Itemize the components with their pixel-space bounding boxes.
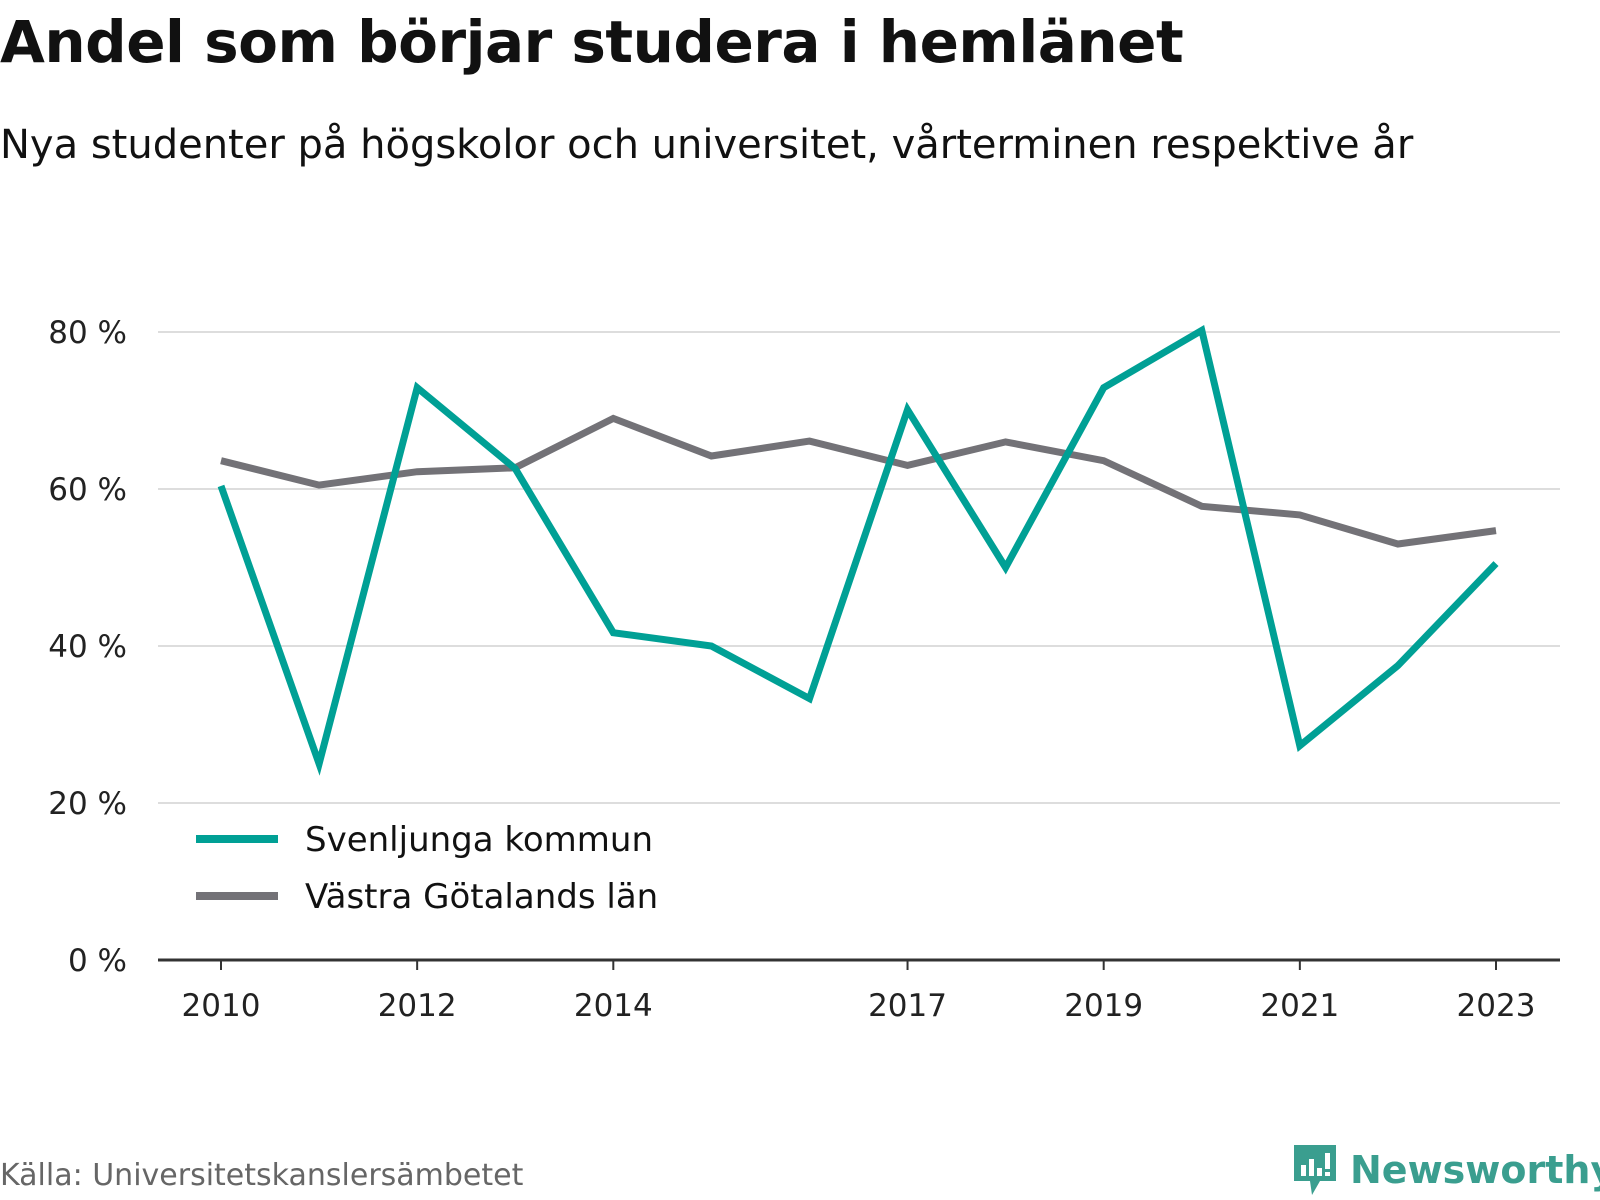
x-axis: 2010 2012 2014 2017 2019 2021 2023 <box>158 958 1560 1024</box>
x-tick-label: 2023 <box>1457 988 1536 1024</box>
x-tick-label: 2014 <box>574 988 653 1024</box>
chart-subtitle: Nya studenter på högskolor och universit… <box>0 122 1414 168</box>
legend-label: Svenljunga kommun <box>305 820 653 860</box>
x-tick-label: 2012 <box>378 988 457 1024</box>
series-line-2 <box>220 414 1497 548</box>
x-tick-label: 2019 <box>1064 988 1143 1024</box>
source-note: Källa: Universitetskanslersämbetet <box>0 1158 524 1193</box>
legend-label: Västra Götalands län <box>305 877 658 917</box>
chart-title: Andel som börjar studera i hemlänet <box>0 8 1184 76</box>
y-tick-label: 80 % <box>48 315 127 351</box>
y-tick-label: 20 % <box>48 786 127 822</box>
x-tick-label: 2017 <box>868 988 947 1024</box>
series-lines <box>217 324 1499 776</box>
x-tick-label: 2010 <box>182 988 261 1024</box>
y-tick-label: 0 % <box>68 943 127 979</box>
gridlines <box>158 331 1560 804</box>
y-tick-label: 60 % <box>48 472 127 508</box>
legend: Svenljunga kommun Västra Götalands län <box>196 820 658 917</box>
brand-name: Newsworthy <box>1350 1148 1600 1192</box>
y-axis-ticks: 0 % 20 % 40 % 60 % 80 % <box>48 315 127 979</box>
brand-logo: Newsworthy <box>1290 1140 1600 1200</box>
series-line-1 <box>217 324 1499 776</box>
newsworthy-logo-icon <box>1294 1145 1336 1195</box>
x-tick-label: 2021 <box>1260 988 1339 1024</box>
y-tick-label: 40 % <box>48 629 127 665</box>
